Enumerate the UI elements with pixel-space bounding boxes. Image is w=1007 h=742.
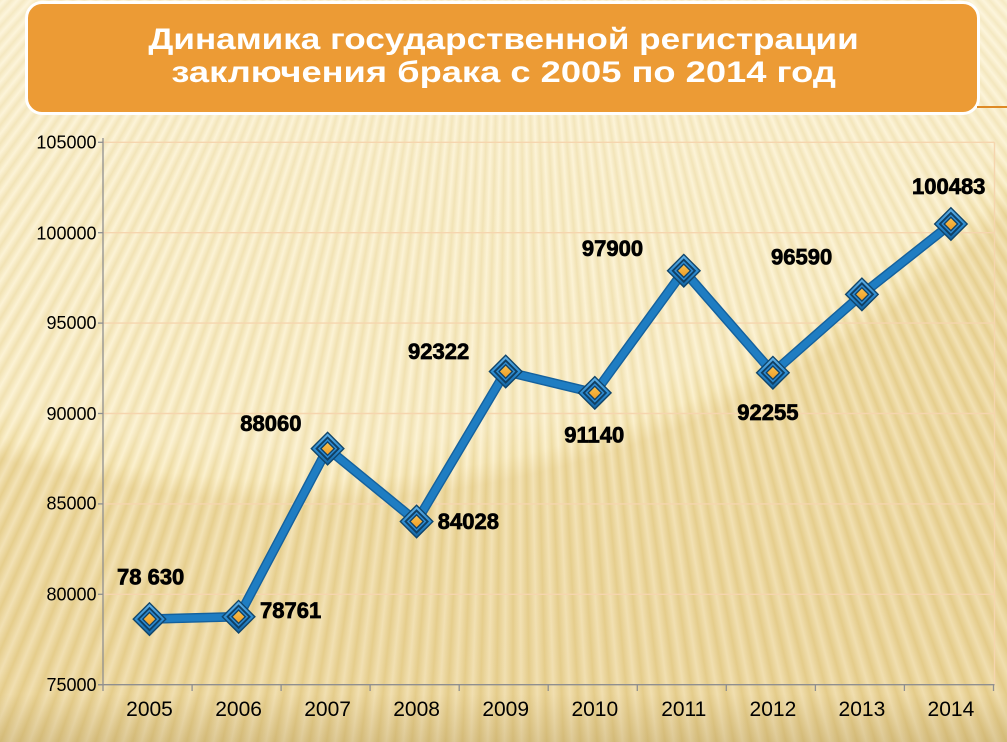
svg-text:78 630: 78 630: [117, 564, 184, 589]
svg-text:95000: 95000: [46, 313, 96, 333]
svg-text:90000: 90000: [46, 404, 96, 424]
svg-text:88060: 88060: [240, 411, 301, 436]
svg-text:85000: 85000: [46, 494, 96, 514]
svg-text:100000: 100000: [36, 223, 96, 243]
svg-text:78761: 78761: [260, 598, 321, 623]
svg-text:2013: 2013: [839, 698, 886, 721]
svg-text:92255: 92255: [737, 400, 798, 425]
svg-text:2005: 2005: [126, 698, 173, 721]
svg-text:92322: 92322: [408, 339, 469, 364]
svg-text:2007: 2007: [304, 698, 351, 721]
svg-text:2014: 2014: [928, 698, 975, 721]
svg-text:100483: 100483: [912, 174, 985, 199]
svg-text:96590: 96590: [771, 245, 832, 270]
svg-text:2008: 2008: [393, 698, 440, 721]
svg-text:2012: 2012: [750, 698, 797, 721]
svg-text:80000: 80000: [46, 584, 96, 604]
svg-text:2011: 2011: [661, 698, 706, 721]
svg-text:91140: 91140: [564, 423, 624, 448]
svg-text:105000: 105000: [36, 133, 96, 153]
svg-text:97900: 97900: [582, 236, 643, 261]
svg-text:84028: 84028: [438, 509, 499, 534]
svg-text:2010: 2010: [571, 698, 618, 721]
svg-text:2006: 2006: [215, 698, 262, 721]
svg-text:75000: 75000: [46, 675, 96, 695]
svg-text:2009: 2009: [482, 698, 529, 721]
